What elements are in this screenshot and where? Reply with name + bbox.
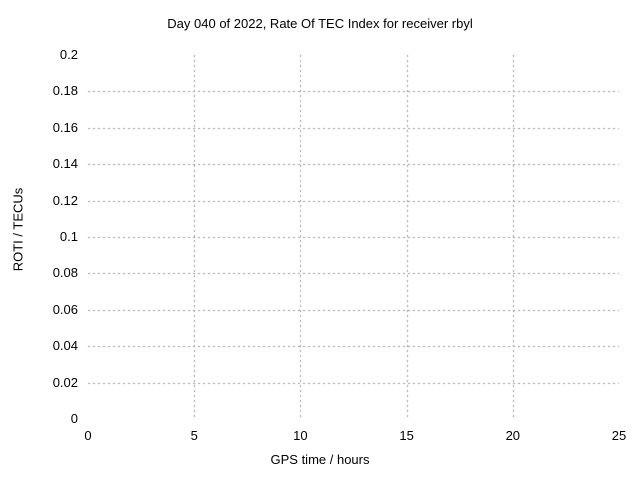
y-tick-label: 0.18: [52, 83, 78, 99]
y-tick-label: 0.06: [52, 301, 78, 317]
y-tick-label: 0.2: [59, 47, 78, 62]
x-tick-label: 10: [293, 428, 308, 443]
x-tick-label: 5: [190, 428, 198, 443]
x-axis-label: GPS time / hours: [270, 452, 370, 467]
y-axis-label: ROTI / TECUs: [10, 187, 26, 272]
y-tick-label: 0.04: [52, 338, 78, 354]
x-tick-label: 20: [505, 428, 521, 443]
y-tick-label: 0.12: [52, 192, 78, 208]
y-tick-label: 0.1: [59, 229, 78, 244]
x-tick-label: 15: [399, 428, 414, 443]
y-tick-label: 0: [70, 411, 78, 426]
x-tick-label: 25: [611, 428, 627, 443]
y-tick-label: 0.14: [52, 156, 78, 172]
y-tick-label: 0.08: [52, 265, 78, 281]
y-tick-label: 0.16: [52, 119, 78, 135]
y-tick-label: 0.02: [52, 374, 78, 390]
x-tick-label: 0: [84, 428, 92, 443]
